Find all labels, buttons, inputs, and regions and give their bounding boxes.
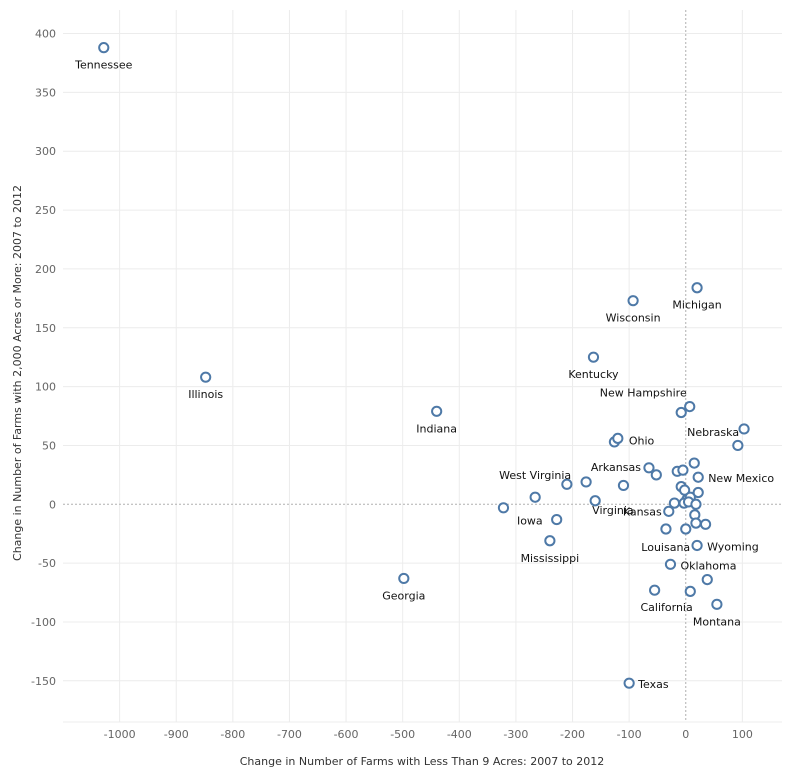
data-point[interactable] <box>668 497 681 509</box>
data-point[interactable] <box>431 405 443 417</box>
data-point[interactable] <box>732 439 744 452</box>
data-point[interactable] <box>664 558 677 570</box>
point-label: Oklahoma <box>680 559 736 572</box>
data-point[interactable] <box>650 469 662 481</box>
data-point[interactable] <box>589 495 601 507</box>
y-axis-ticks: -150 -100 -50 0 50 100 150 200 250 300 350 400 <box>31 28 56 688</box>
y-tick-label: -150 <box>31 675 56 688</box>
data-point[interactable] <box>98 42 110 54</box>
point-label: Kentucky <box>568 368 619 381</box>
x-tick-label: -700 <box>277 728 302 741</box>
point-label: Wyoming <box>707 540 759 553</box>
data-point[interactable] <box>701 574 713 586</box>
y-tick-label: 350 <box>35 86 56 99</box>
grid-lines <box>63 10 782 723</box>
data-point[interactable] <box>561 478 573 490</box>
point-label: Kansas <box>623 505 662 518</box>
data-point[interactable] <box>690 517 702 529</box>
point-label: Wisconsin <box>606 312 661 325</box>
data-point[interactable] <box>692 471 704 483</box>
x-tick-label: -800 <box>220 728 245 741</box>
y-tick-label: 50 <box>42 439 56 452</box>
data-point[interactable] <box>663 505 675 517</box>
x-tick-label: -100 <box>617 728 642 741</box>
data-point[interactable] <box>675 406 687 419</box>
data-point[interactable] <box>699 518 712 530</box>
point-label: Montana <box>693 615 741 628</box>
point-label: Arkansas <box>591 461 641 474</box>
x-tick-label: -900 <box>164 728 189 741</box>
point-label: Indiana <box>416 422 457 435</box>
point-label: New Hampshire <box>600 386 687 399</box>
y-tick-label: 100 <box>35 381 56 394</box>
x-tick-label: -400 <box>447 728 472 741</box>
data-point[interactable] <box>738 423 750 435</box>
point-labels: Tennessee Illinois Indiana Georgia West Virg… <box>74 59 774 692</box>
x-tick-label: -200 <box>560 728 585 741</box>
point-label: Louisana <box>641 541 690 554</box>
data-point[interactable] <box>660 523 672 535</box>
point-label: Ohio <box>629 434 655 447</box>
data-point[interactable] <box>623 677 635 689</box>
y-tick-label: 150 <box>35 322 56 335</box>
data-point[interactable] <box>690 498 702 510</box>
data-point[interactable] <box>627 295 639 307</box>
data-point[interactable] <box>497 502 510 514</box>
data-points <box>98 42 750 689</box>
x-tick-label: 100 <box>732 728 753 741</box>
y-tick-label: 200 <box>35 263 56 276</box>
x-tick-label: -1000 <box>104 728 136 741</box>
point-label: New Mexico <box>708 472 774 485</box>
data-point[interactable] <box>544 535 556 547</box>
x-tick-label: 0 <box>682 728 689 741</box>
y-tick-label: 0 <box>49 498 56 511</box>
y-axis-title: Change in Number of Farms with 2,000 Acr… <box>11 185 24 561</box>
point-label: West Virginia <box>499 469 571 482</box>
y-tick-label: 250 <box>35 204 56 217</box>
point-label: Illinois <box>188 388 223 401</box>
point-label: Georgia <box>382 589 425 602</box>
y-tick-label: 300 <box>35 145 56 158</box>
data-point[interactable] <box>529 491 541 503</box>
data-point[interactable] <box>200 371 212 383</box>
data-point[interactable] <box>649 584 661 596</box>
x-tick-label: -600 <box>334 728 359 741</box>
point-label: Iowa <box>517 515 543 528</box>
data-point[interactable] <box>711 598 723 610</box>
data-point[interactable] <box>398 572 410 585</box>
point-label: Michigan <box>672 299 721 312</box>
data-point[interactable] <box>677 464 689 476</box>
x-tick-label: -500 <box>390 728 415 741</box>
point-label: Texas <box>637 678 669 691</box>
y-tick-label: 400 <box>35 28 56 41</box>
point-label: Virginia <box>592 504 633 517</box>
data-point[interactable] <box>688 457 700 469</box>
zero-reference-lines <box>63 10 782 722</box>
x-axis-title: Change in Number of Farms with Less Than… <box>240 755 605 768</box>
y-tick-label: -50 <box>38 557 56 570</box>
data-point[interactable] <box>691 539 703 552</box>
data-point[interactable] <box>684 585 696 597</box>
point-label: Mississippi <box>521 552 580 565</box>
point-label: California <box>641 601 693 614</box>
data-point[interactable] <box>612 432 624 444</box>
data-point[interactable] <box>551 513 563 526</box>
data-point[interactable] <box>684 401 696 413</box>
data-point[interactable] <box>691 282 703 294</box>
data-point[interactable] <box>617 479 630 492</box>
data-point[interactable] <box>643 462 655 474</box>
data-point[interactable] <box>587 351 600 363</box>
data-point[interactable] <box>692 486 704 499</box>
data-point[interactable] <box>580 476 592 488</box>
point-label: Nebraska <box>687 426 739 439</box>
data-point[interactable] <box>680 523 692 535</box>
x-tick-label: -300 <box>503 728 528 741</box>
x-axis-ticks: -1000 -900 -800 -700 -600 -500 -400 -300 -200 -10… <box>104 728 753 741</box>
point-label: Tennessee <box>74 59 133 72</box>
y-tick-label: -100 <box>31 616 56 629</box>
